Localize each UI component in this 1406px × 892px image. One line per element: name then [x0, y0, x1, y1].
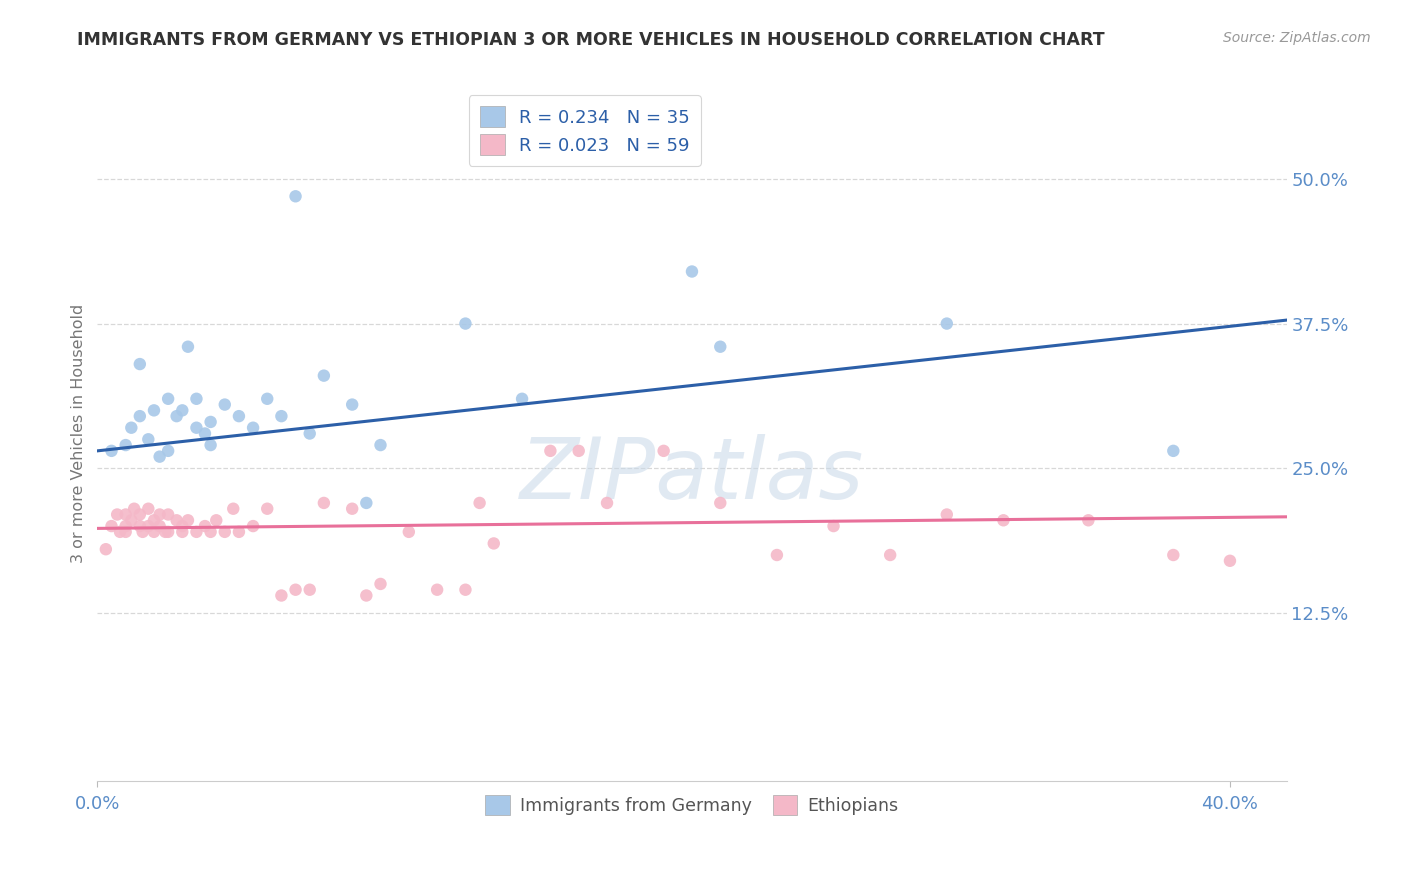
Point: [108, 524, 131, 539]
Point: [214, 398, 236, 412]
Text: IMMIGRANTS FROM GERMANY VS ETHIOPIAN 3 OR MORE VEHICLES IN HOUSEHOLD CORRELATION: IMMIGRANTS FROM GERMANY VS ETHIOPIAN 3 O…: [77, 31, 1105, 49]
Point: [312, 368, 335, 383]
Point: [166, 513, 188, 527]
Point: [128, 519, 150, 533]
Point: [177, 340, 200, 354]
Point: [194, 519, 217, 533]
Point: [128, 357, 150, 371]
Point: [222, 501, 245, 516]
Point: [114, 519, 136, 533]
Point: [120, 513, 142, 527]
Point: [136, 519, 159, 533]
Point: [228, 524, 250, 539]
Point: [114, 438, 136, 452]
Point: [143, 403, 166, 417]
Point: [709, 496, 731, 510]
Point: [105, 508, 128, 522]
Point: [298, 582, 321, 597]
Point: [823, 519, 845, 533]
Point: [155, 524, 177, 539]
Point: [356, 589, 378, 603]
Point: [256, 501, 278, 516]
Point: [131, 524, 153, 539]
Point: [100, 443, 122, 458]
Point: [157, 508, 180, 522]
Point: [340, 501, 363, 516]
Point: [186, 524, 208, 539]
Point: [186, 392, 208, 406]
Point: [157, 443, 180, 458]
Point: [122, 501, 145, 516]
Point: [370, 438, 392, 452]
Point: [270, 589, 292, 603]
Point: [149, 508, 172, 522]
Point: [166, 409, 188, 424]
Point: [157, 524, 180, 539]
Point: [214, 524, 236, 539]
Point: [157, 392, 180, 406]
Point: [1163, 443, 1185, 458]
Point: [284, 189, 307, 203]
Point: [340, 398, 363, 412]
Point: [172, 524, 194, 539]
Point: [468, 496, 491, 510]
Point: [270, 409, 292, 424]
Point: [228, 409, 250, 424]
Point: [242, 421, 264, 435]
Text: ZIPatlas: ZIPatlas: [520, 434, 865, 516]
Point: [200, 415, 222, 429]
Point: [766, 548, 789, 562]
Point: [136, 501, 159, 516]
Point: [100, 519, 122, 533]
Point: [568, 443, 591, 458]
Point: [284, 582, 307, 597]
Point: [114, 508, 136, 522]
Point: [177, 513, 200, 527]
Point: [879, 548, 901, 562]
Point: [538, 443, 561, 458]
Point: [200, 438, 222, 452]
Point: [149, 450, 172, 464]
Legend: Immigrants from Germany, Ethiopians: Immigrants from Germany, Ethiopians: [477, 787, 907, 824]
Y-axis label: 3 or more Vehicles in Household: 3 or more Vehicles in Household: [72, 304, 86, 563]
Point: [194, 426, 217, 441]
Point: [94, 542, 117, 557]
Point: [298, 426, 321, 441]
Point: [398, 524, 420, 539]
Point: [120, 421, 142, 435]
Point: [172, 403, 194, 417]
Point: [426, 582, 449, 597]
Point: [454, 582, 477, 597]
Point: [312, 496, 335, 510]
Point: [1163, 548, 1185, 562]
Point: [935, 508, 957, 522]
Point: [681, 264, 703, 278]
Point: [510, 392, 533, 406]
Point: [1219, 554, 1241, 568]
Point: [205, 513, 228, 527]
Point: [114, 524, 136, 539]
Point: [356, 496, 378, 510]
Point: [128, 409, 150, 424]
Point: [993, 513, 1015, 527]
Point: [935, 317, 957, 331]
Point: [136, 432, 159, 446]
Point: [149, 519, 172, 533]
Point: [1077, 513, 1099, 527]
Point: [454, 317, 477, 331]
Point: [186, 421, 208, 435]
Point: [482, 536, 505, 550]
Point: [370, 577, 392, 591]
Point: [143, 513, 166, 527]
Point: [242, 519, 264, 533]
Point: [172, 519, 194, 533]
Point: [652, 443, 675, 458]
Point: [596, 496, 619, 510]
Point: [128, 508, 150, 522]
Point: [256, 392, 278, 406]
Text: Source: ZipAtlas.com: Source: ZipAtlas.com: [1223, 31, 1371, 45]
Point: [709, 340, 731, 354]
Point: [200, 524, 222, 539]
Point: [143, 524, 166, 539]
